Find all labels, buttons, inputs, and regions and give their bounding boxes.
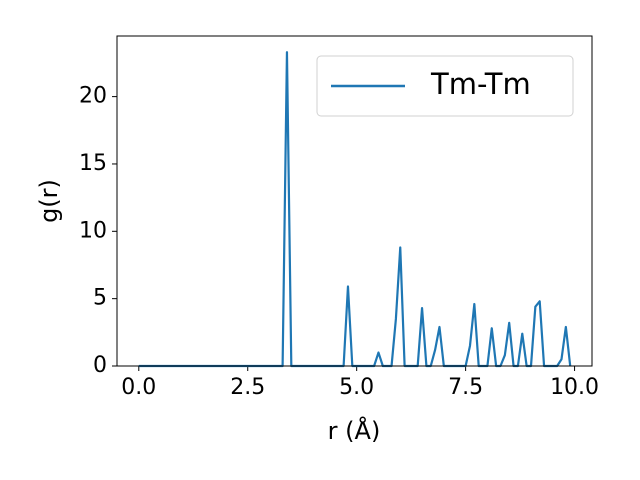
x-tick-label: 10.0 [550,375,599,400]
x-tick-label: 7.5 [448,375,483,400]
y-axis-label: g(r) [35,179,63,223]
x-tick-label: 5.0 [339,375,374,400]
x-tick-label: 2.5 [230,375,265,400]
x-tick-label: 0.0 [121,375,156,400]
x-axis-label: r (Å) [328,416,381,445]
legend-label: Tm-Tm [430,67,531,101]
y-tick-label: 20 [79,84,107,109]
y-tick-label: 15 [79,151,107,176]
y-tick-label: 10 [79,218,107,243]
y-tick-label: 0 [93,353,107,378]
y-tick-label: 5 [93,286,107,311]
plot-frame [116,35,593,367]
legend-box [316,55,574,117]
